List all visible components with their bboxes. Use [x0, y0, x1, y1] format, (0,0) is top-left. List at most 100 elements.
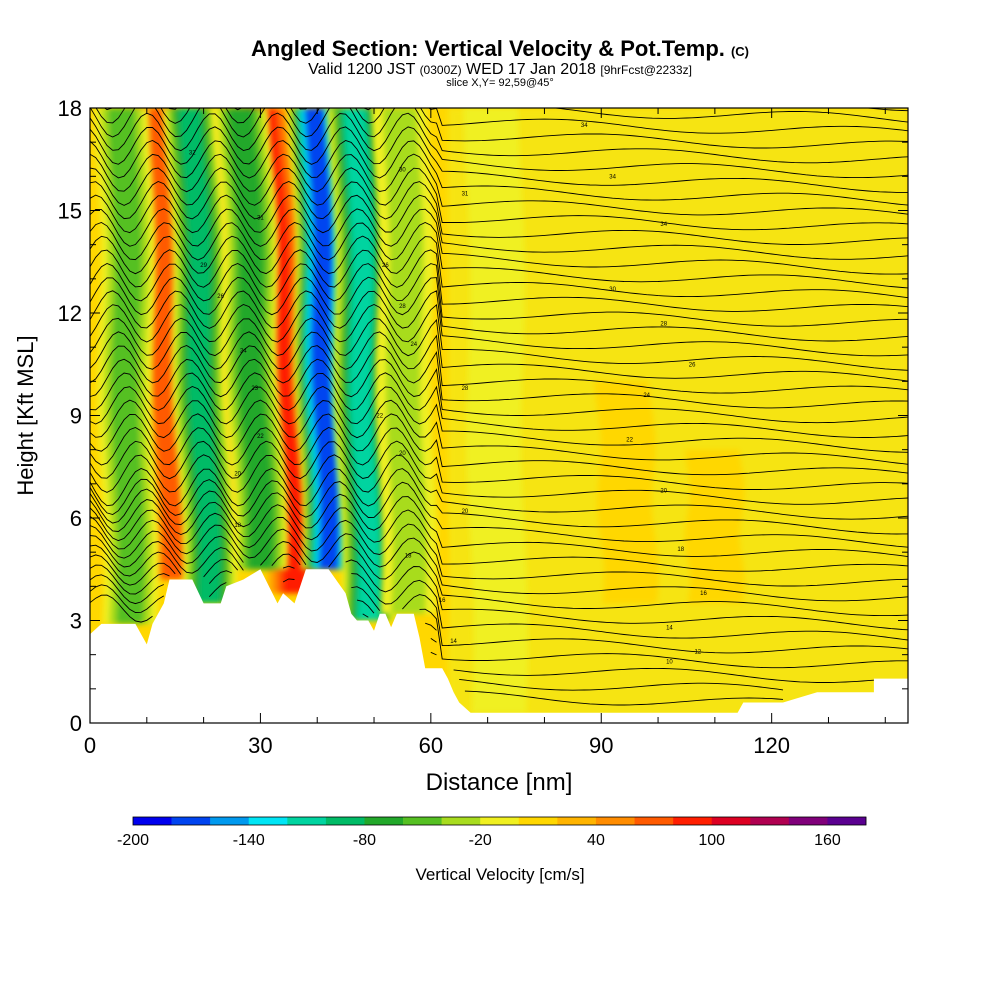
chart-subtitle: Valid 1200 JST (0300Z) WED 17 Jan 2018 […: [0, 61, 1000, 79]
y-tick-label: 6: [70, 506, 82, 531]
isentrope-label: 34: [660, 222, 667, 228]
colorbar-swatch: [557, 817, 597, 825]
isentrope-line: [95, 108, 908, 149]
isentrope-line: [90, 290, 908, 357]
colorbar-swatch: [133, 817, 172, 825]
isentrope-line: [552, 108, 908, 123]
isentrope-label: 32: [189, 150, 196, 156]
isentrope-label: 12: [694, 649, 701, 655]
isentrope-label: 30: [609, 287, 616, 293]
isentrope-line: [90, 167, 908, 231]
isentrope-line: [90, 317, 908, 382]
colorbar-tick-label: 160: [814, 832, 841, 849]
chart-title-unit: (C): [730, 44, 749, 59]
x-tick-label: 120: [753, 733, 790, 758]
colorbar-swatch: [403, 817, 442, 825]
colorbar: -200 -140 -80 -20 40 100 160 Vertical Velocity …: [117, 816, 867, 884]
isentrope-label: 24: [410, 342, 417, 348]
isentrope-label: 31: [257, 215, 264, 221]
isentrope-line: [90, 399, 908, 465]
colorbar-swatch: [518, 817, 558, 825]
isentrope-label: 20: [234, 472, 241, 478]
isentrope-line: [863, 108, 908, 112]
isentrope-label: 28: [399, 304, 406, 310]
isentrope-line: [90, 478, 908, 548]
isentrope-line: [90, 263, 908, 327]
isentrope-line: [90, 544, 908, 641]
downdraft-band: [213, 108, 289, 570]
isentrope-label: 18: [677, 547, 684, 553]
isentrope-line: [90, 249, 908, 312]
y-tick-label: 18: [58, 96, 82, 121]
colorbar-tick-label: -20: [469, 832, 492, 849]
isentropes: [90, 108, 908, 706]
isentrope-line: [90, 208, 908, 275]
colorbar-frame: [132, 816, 867, 826]
downdraft-contour: [344, 108, 380, 621]
downdraft-contour: [463, 108, 529, 713]
colorbar-tick-label: -200: [117, 832, 149, 849]
colorbar-swatch: [750, 817, 790, 825]
valid-utc: (0300Z): [419, 63, 462, 77]
isentrope-line: [90, 507, 908, 587]
downdraft-band: [463, 108, 529, 713]
isentrope-label: 16: [700, 591, 707, 597]
isentrope-line: [90, 181, 908, 245]
updraft-band: [684, 449, 745, 604]
isentrope-label: 29: [200, 263, 207, 269]
isentrope-line: [90, 304, 908, 371]
isentrope-line: [90, 331, 908, 394]
updraft-band: [593, 381, 659, 604]
y-tick-label: 3: [70, 609, 82, 634]
isentrope-label: 18: [405, 554, 412, 560]
isentrope-labels: 34 34 31 34 30 30 28 26 24 22 20 18 16 14 12 10 28 20 18 16…: [189, 123, 708, 665]
isentrope-label: 26: [689, 362, 696, 368]
x-axis-label: Distance [nm]: [426, 769, 573, 796]
colorbar-swatch: [210, 817, 250, 825]
x-tick-label: 90: [589, 733, 613, 758]
isentrope-line: [90, 584, 784, 691]
isentrope-line: [90, 345, 908, 409]
downdraft-contour: [228, 108, 274, 570]
slice-info: slice X,Y= 92,59@45°: [446, 77, 554, 89]
colorbar-swatch: [595, 817, 635, 825]
isentrope-line: [90, 153, 908, 216]
isentrope-line: [90, 222, 908, 289]
isentrope-line: [90, 372, 908, 438]
isentrope-label: 23: [251, 386, 258, 392]
isentrope-label: 26: [382, 263, 389, 269]
isentrope-line: [90, 525, 908, 617]
isentrope-line: [90, 386, 908, 453]
isentrope-line: [90, 140, 908, 206]
isentrope-line: [90, 235, 908, 299]
colorbar-swatch: [788, 817, 828, 825]
isentrope-line: [90, 488, 908, 558]
isentrope-line: [90, 535, 908, 631]
valid-time: Valid 1200 JST: [308, 61, 416, 78]
downdraft-contour: [107, 108, 146, 624]
y-tick-label: 12: [58, 301, 82, 326]
chart-title: Angled Section: Vertical Velocity & Pot.…: [0, 36, 1000, 62]
isentrope-label: 24: [643, 393, 650, 399]
updraft-contour: [593, 381, 659, 604]
colorbar-swatch: [634, 817, 674, 825]
isentrope-line: [103, 108, 908, 134]
isentrope-line: [90, 594, 784, 706]
isentrope-label: 34: [581, 123, 588, 129]
forecast-info: [9hrFcst@2233z]: [600, 63, 692, 77]
colorbar-swatch: [827, 817, 867, 825]
downdraft-band: [94, 108, 159, 624]
colorbar-label: Vertical Velocity [cm/s]: [415, 865, 584, 884]
colorbar-swatch: [171, 817, 211, 825]
isentrope-line: [90, 194, 908, 260]
isentrope-line: [90, 564, 908, 669]
isentrope-label: 10: [666, 660, 673, 666]
isentrope-line: [90, 554, 908, 654]
isentrope-label: 20: [462, 509, 469, 515]
updraft-contour: [684, 449, 745, 604]
isentrope-line: [90, 413, 908, 476]
colorbar-swatch: [364, 817, 404, 825]
downdraft-band: [372, 108, 438, 614]
isentrope-label: 18: [234, 523, 241, 529]
